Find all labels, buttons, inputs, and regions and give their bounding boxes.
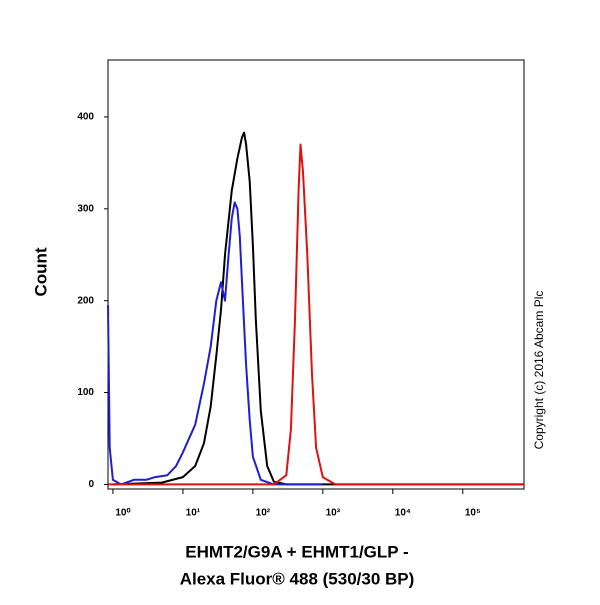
y-tick-label: 300 [77, 203, 94, 214]
x-tick-label: 10⁵ [465, 508, 481, 519]
x-axis-title: EHMT2/G9A + EHMT1/GLP - [185, 542, 408, 561]
y-tick-label: 100 [77, 387, 94, 398]
y-tick-label: 200 [77, 295, 94, 306]
x-tick-label: 10⁴ [395, 508, 411, 519]
x-axis-title: Alexa Fluor® 488 (530/30 BP) [180, 569, 415, 588]
y-tick-label: 400 [77, 112, 94, 123]
y-tick-label: 0 [88, 479, 94, 490]
x-tick-label: 10³ [326, 508, 341, 519]
copyright: Copyright (c) 2016 Abcam Plc [532, 291, 546, 450]
histogram-line [108, 143, 524, 486]
histogram-line [107, 201, 323, 486]
x-tick-label: 10² [256, 508, 271, 519]
x-tick-label: 10¹ [186, 508, 201, 519]
x-tick-label: 10⁰ [115, 508, 130, 519]
histogram-line [112, 131, 524, 486]
plot-frame [107, 59, 525, 490]
y-axis-title: Count [31, 247, 50, 296]
